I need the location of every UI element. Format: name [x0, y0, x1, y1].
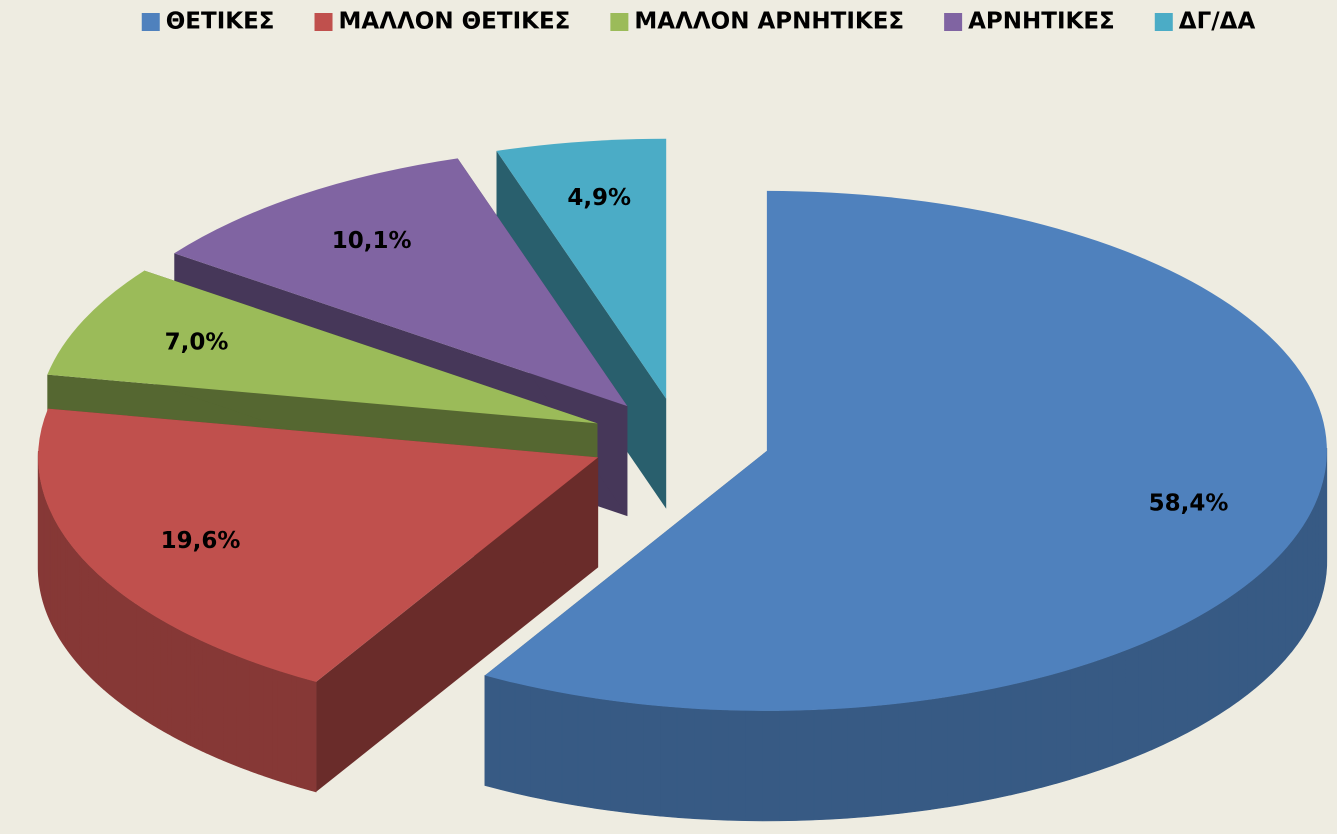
- legend-swatch: [944, 13, 963, 31]
- slice-wall: [484, 447, 1328, 822]
- legend-swatch: [141, 13, 160, 31]
- data-label: 10,1%: [332, 228, 412, 254]
- legend-label: ΜΑΛΛΟΝ ΘΕΤΙΚΕΣ: [339, 9, 571, 35]
- legend-swatch: [610, 13, 629, 31]
- slice: [47, 270, 598, 424]
- legend: ΘΕΤΙΚΕΣ ΜΑΛΛΟΝ ΘΕΤΙΚΕΣ ΜΑΛΛΟΝ ΑΡΝΗΤΙΚΕΣ ΑΡΝ…: [141, 9, 1256, 35]
- slice-wall: [37, 450, 317, 793]
- data-label: 7,0%: [165, 329, 229, 355]
- legend-label: ΘΕΤΙΚΕΣ: [166, 9, 275, 35]
- legend-label: ΜΑΛΛΟΝ ΑΡΝΗΤΙΚΕΣ: [634, 9, 904, 35]
- data-label: 58,4%: [1149, 490, 1229, 516]
- legend-label: ΑΡΝΗΤΙΚΕΣ: [968, 9, 1115, 35]
- legend-swatch: [314, 13, 333, 31]
- legend-swatch: [1154, 13, 1173, 31]
- data-label: 4,9%: [567, 185, 631, 211]
- slice: [496, 138, 667, 399]
- slice: [38, 408, 599, 682]
- slice: [484, 190, 1327, 711]
- slice: [174, 158, 628, 407]
- data-label: 19,6%: [161, 528, 241, 554]
- legend-label: ΔΓ/ΔΑ: [1179, 9, 1256, 35]
